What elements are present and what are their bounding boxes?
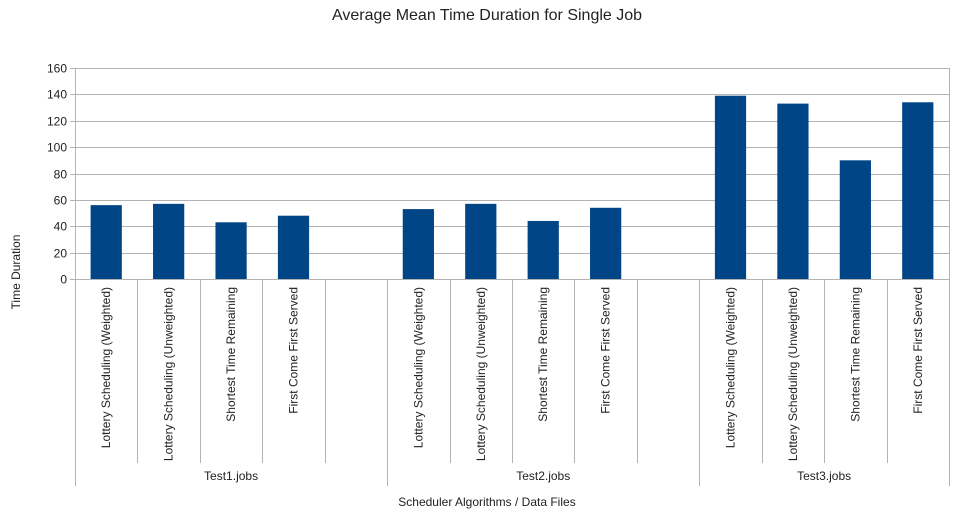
bar [90, 205, 122, 279]
chart-title: Average Mean Time Duration for Single Jo… [331, 7, 643, 24]
bars [90, 95, 934, 279]
y-tick-label: 160 [47, 62, 67, 76]
bar [465, 203, 497, 279]
y-tick-label: 100 [47, 141, 67, 155]
bar [590, 207, 622, 279]
x-tick-label: Lottery Scheduling (Weighted) [99, 287, 113, 448]
grid-lines [70, 68, 950, 280]
bar [777, 103, 809, 279]
x-axis: Lottery Scheduling (Weighted) Lottery Sch… [70, 279, 950, 486]
y-tick-label: 80 [54, 168, 68, 182]
bar [527, 220, 559, 279]
bar [839, 160, 871, 279]
x-tick-label: Lottery Scheduling (Weighted) [411, 287, 425, 448]
x-tick-label: Lottery Scheduling (Unweighted) [786, 287, 800, 461]
x-tick-label: First Come First Served [287, 287, 301, 414]
y-tick-label: 140 [47, 88, 67, 102]
x-tick-label: Lottery Scheduling (Unweighted) [474, 287, 488, 461]
group-label: Test2.jobs [516, 469, 570, 483]
y-tick-label: 40 [54, 220, 68, 234]
x-tick-label: First Come First Served [599, 287, 613, 414]
x-tick-label: Lottery Scheduling (Unweighted) [162, 287, 176, 461]
bar [215, 222, 247, 279]
bar [902, 102, 934, 279]
x-tick-label: Shortest Time Remaining [536, 287, 550, 422]
x-axis-label: Scheduler Algorithms / Data Files [398, 495, 576, 509]
x-tick-label: Shortest Time Remaining [224, 287, 238, 422]
bar [402, 209, 434, 279]
y-tick-label: 0 [60, 273, 67, 287]
bar [277, 215, 310, 279]
group-label: Test3.jobs [797, 469, 851, 483]
group-label: Test1.jobs [204, 469, 258, 483]
bar [714, 95, 747, 279]
x-tick-label: Shortest Time Remaining [848, 287, 862, 422]
x-tick-label: First Come First Served [911, 287, 925, 414]
y-tick-label: 120 [47, 115, 67, 129]
bar [153, 203, 185, 279]
x-tick-label: Lottery Scheduling (Weighted) [724, 287, 738, 448]
y-tick-label: 60 [54, 194, 68, 208]
y-tick-labels: 0 20 40 60 80 100 120 140 160 [47, 62, 67, 287]
y-tick-label: 20 [54, 247, 68, 261]
